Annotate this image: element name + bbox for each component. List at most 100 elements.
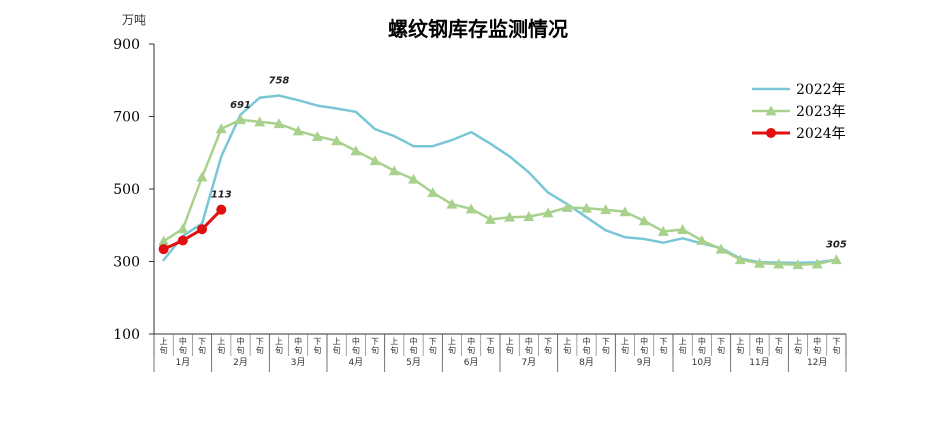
triangle-marker [542,207,554,218]
triangle-marker [388,165,400,176]
x-subperiod-label: 上 [679,337,687,346]
x-subperiod-label: 旬 [217,345,225,355]
legend-item: 2024年 [752,126,846,142]
triangle-marker [581,202,592,213]
x-subperiod-label: 下 [429,337,437,346]
x-subperiod-label: 旬 [467,345,475,355]
x-subperiod-label: 旬 [736,345,744,355]
series-line [162,208,223,251]
x-subperiod-label: 下 [198,337,206,346]
x-subperiod-label: 上 [621,337,629,346]
x-subperiod-label: 旬 [583,345,591,355]
x-subperiod-label: 上 [217,337,225,346]
x-subperiod-label: 旬 [756,345,764,355]
triangle-marker [311,130,323,141]
x-subperiod-label: 旬 [275,345,283,355]
y-tick-label: 300 [113,255,140,271]
x-subperiod-label: 旬 [679,345,687,355]
x-subperiod-label: 旬 [371,345,379,355]
triangle-marker [773,258,785,269]
y-axis-unit: 万吨 [122,13,146,27]
triangle-marker [657,225,669,236]
y-tick-label: 700 [113,110,140,126]
x-subperiod-label: 上 [160,337,168,346]
x-subperiod-label: 下 [486,337,494,346]
axes: 100300500700900上旬中旬下旬上旬中旬下旬上旬中旬下旬上旬中旬下旬上… [113,37,847,372]
x-subperiod-label: 中 [813,336,821,346]
triangle-marker [446,198,458,209]
series-0 [162,94,838,265]
x-subperiod-label: 中 [467,336,475,346]
circle-marker [158,244,169,255]
legend-label: 2024年 [796,126,846,142]
triangle-marker [765,105,777,116]
x-subperiod-label: 上 [563,337,571,346]
x-subperiod-label: 旬 [352,345,360,355]
x-subperiod-label: 旬 [544,345,552,355]
triangle-marker [215,123,227,134]
triangle-marker [600,204,612,215]
series-2 [158,204,227,255]
triangle-marker [677,224,689,234]
x-subperiod-label: 旬 [698,345,706,355]
series-line [162,118,838,267]
data-label: 305 [826,240,847,251]
circle-marker [177,235,188,246]
legend-item: 2022年 [752,82,846,98]
triangle-marker [292,125,304,136]
x-subperiod-label: 旬 [237,345,245,355]
x-subperiod-label: 旬 [621,345,629,355]
circle-marker [216,204,227,215]
triangle-marker [196,171,208,182]
triangle-marker [638,215,650,226]
x-subperiod-label: 中 [756,336,764,346]
x-subperiod-label: 旬 [160,345,168,355]
circle-marker [766,128,776,138]
x-subperiod-label: 下 [602,337,610,346]
x-subperiod-label: 旬 [794,345,802,355]
x-subperiod-label: 旬 [602,345,610,355]
x-subperiod-label: 下 [775,337,783,346]
triangle-marker [734,254,746,265]
x-subperiod-label: 旬 [429,345,437,355]
x-subperiod-label: 旬 [198,345,206,355]
triangle-marker [504,211,516,222]
triangle-marker [273,118,285,129]
annotations: 758 691 113 305 [211,75,847,250]
triangle-marker [235,114,246,125]
triangle-marker [408,173,419,184]
triangle-marker [811,258,823,269]
triangle-marker [427,187,439,198]
x-subperiod-label: 旬 [563,345,571,355]
triangle-marker [465,203,477,214]
x-month-label: 5月 [406,357,421,368]
x-subperiod-label: 旬 [256,345,264,355]
x-subperiod-label: 中 [640,336,648,346]
x-subperiod-label: 旬 [294,345,302,355]
x-subperiod-label: 旬 [179,345,187,355]
x-month-label: 2月 [233,357,248,368]
x-subperiod-label: 中 [525,336,533,346]
x-month-label: 9月 [637,357,652,368]
x-subperiod-label: 上 [390,337,398,346]
x-subperiod-label: 下 [256,337,264,346]
triangle-marker [331,135,343,146]
x-subperiod-label: 旬 [775,345,783,355]
triangle-marker [523,211,535,221]
x-subperiod-label: 中 [698,336,706,346]
x-month-label: 10月 [692,357,712,368]
triangle-marker [350,145,362,156]
legend-label: 2023年 [796,104,846,120]
triangle-marker [754,257,765,268]
y-tick-label: 900 [113,37,140,53]
triangle-marker [715,243,727,254]
x-subperiod-label: 旬 [333,345,341,355]
triangle-marker [369,155,381,166]
triangle-marker [177,223,189,234]
data-label: 758 [269,75,290,86]
chart-title: 螺纹钢库存监测情况 [388,17,568,41]
y-tick-label: 100 [113,327,140,343]
x-subperiod-label: 旬 [659,345,667,355]
